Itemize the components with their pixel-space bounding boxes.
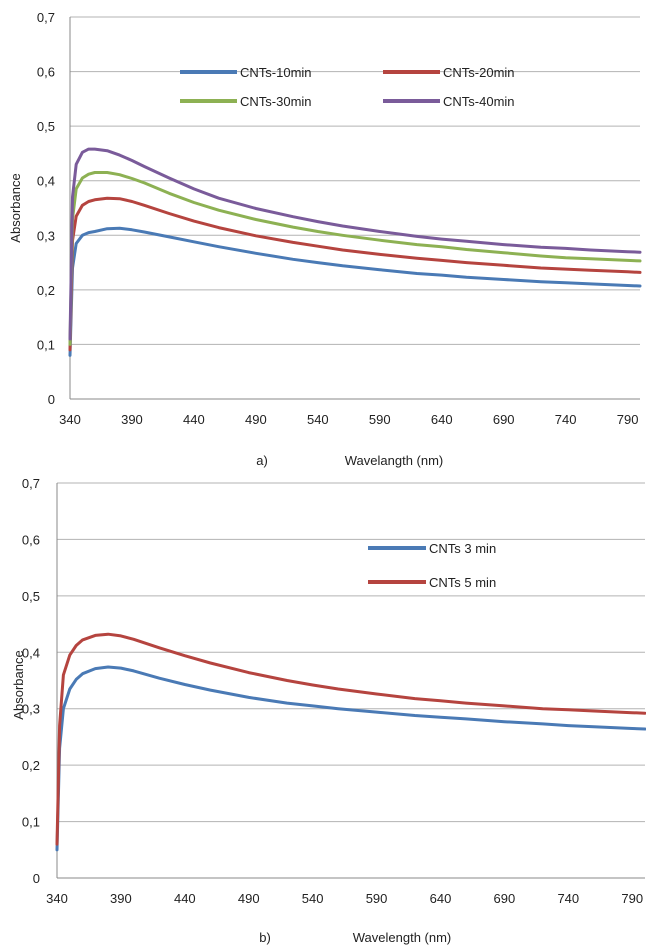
x-tick-labels: 340 390 440 490 540 590 640 690 740 790 [59,412,638,427]
legend-label: CNTs-10min [240,65,312,80]
y-tick-label: 0 [33,871,40,886]
x-tick-label: 490 [245,412,267,427]
y-tick-label: 0,7 [22,476,40,491]
y-tick-label: 0,4 [22,645,40,660]
legend-label: CNTs-40min [443,94,515,109]
y-tick-label: 0,4 [37,174,55,189]
x-tick-labels: 340 390 440 490 540 590 640 690 740 790 [46,891,643,906]
y-axis-label: Absorbance [11,650,26,719]
chart-panel-a: 340 390 440 490 540 590 640 690 740 790 0 0,1 0,2 0,… [8,10,642,468]
gridlines [70,16,640,345]
x-tick-label: 440 [174,891,196,906]
x-tick-label: 540 [302,891,324,906]
series-line-cnts-3-min [55,665,646,852]
legend-label: CNTs-20min [443,65,515,80]
x-tick-label: 340 [59,412,81,427]
x-tick-label: 440 [183,412,205,427]
x-tick-label: 790 [617,412,639,427]
x-tick-label: 640 [430,891,452,906]
x-tick-label: 540 [307,412,329,427]
legend-item-cnts-3min: CNTs 3 min [368,541,496,556]
legend-item-cnts-30min: CNTs-30min [180,94,312,109]
legend-item-cnts-40min: CNTs-40min [383,94,515,109]
series-lines [68,147,642,357]
y-tick-label: 0,6 [37,65,55,80]
legend: CNTs 3 min CNTs 5 min [368,541,496,590]
y-axis-label: Absorbance [8,173,23,242]
x-tick-label: 690 [494,891,516,906]
x-tick-label: 640 [431,412,453,427]
y-tick-label: 0,2 [37,283,55,298]
y-tick-labels: 0 0,1 0,2 0,3 0,4 0,5 0,6 0,7 [37,10,55,407]
x-axis-label: Wavelength (nm) [353,930,452,945]
x-tick-label: 390 [121,412,143,427]
x-tick-label: 590 [369,412,391,427]
legend-label: CNTs 3 min [429,541,496,556]
x-tick-label: 690 [493,412,515,427]
x-tick-label: 740 [557,891,579,906]
legend-label: CNTs-30min [240,94,312,109]
y-tick-label: 0,5 [22,589,40,604]
legend-item-cnts-20min: CNTs-20min [383,65,515,80]
y-tick-label: 0,2 [22,758,40,773]
legend-label: CNTs 5 min [429,575,496,590]
y-tick-label: 0,6 [22,532,40,547]
y-tick-label: 0,7 [37,10,55,25]
panel-label: b) [259,930,271,945]
series-line-cnts-30min [68,171,642,346]
y-tick-labels: 0 0,1 0,2 0,3 0,4 0,5 0,6 0,7 [22,476,40,886]
gridlines [57,482,645,823]
series-lines [55,632,646,852]
y-tick-label: 0,3 [22,702,40,717]
series-line-cnts-5-min [55,632,646,846]
series-line-cnts-40min [68,147,642,341]
y-tick-label: 0,1 [22,815,40,830]
x-tick-label: 390 [110,891,132,906]
y-tick-label: 0,3 [37,228,55,243]
x-tick-label: 740 [555,412,577,427]
x-tick-label: 790 [621,891,643,906]
x-axis-label: Wavelangth (nm) [345,453,444,468]
series-line-cnts-20min [68,196,642,352]
legend-item-cnts-5min: CNTs 5 min [368,575,496,590]
panel-label: a) [256,453,268,468]
series-line-cnts-10min [68,226,642,357]
chart-panel-b: 340 390 440 490 540 590 640 690 740 790 0 0,1 0,2 0,… [11,476,646,945]
y-tick-label: 0,1 [37,337,55,352]
y-tick-label: 0 [48,392,55,407]
legend: CNTs-10min CNTs-20min CNTs-30min CNTs-40… [180,65,515,109]
y-tick-label: 0,5 [37,119,55,134]
x-tick-label: 590 [366,891,388,906]
x-tick-label: 340 [46,891,68,906]
x-tick-label: 490 [238,891,260,906]
legend-item-cnts-10min: CNTs-10min [180,65,312,80]
